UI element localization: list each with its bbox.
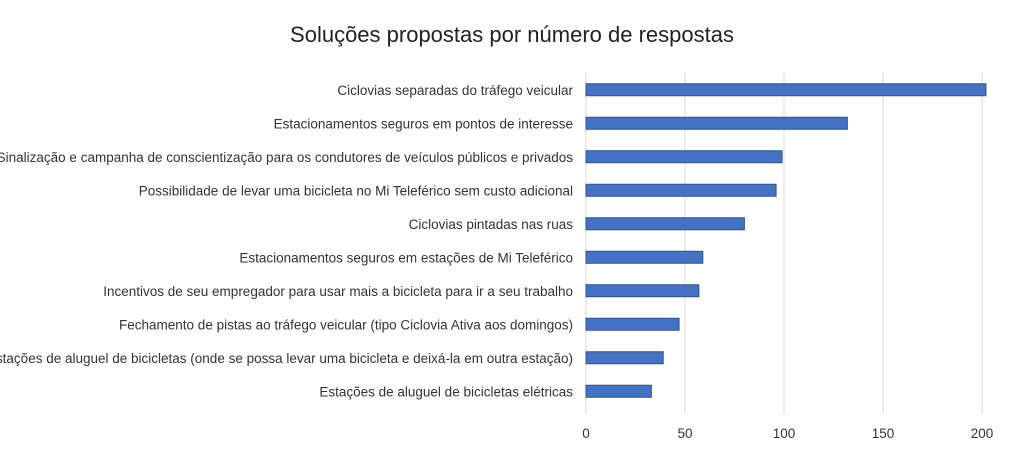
category-label: Fechamento de pistas ao tráfego veicular… [119,317,573,332]
category-label: Estacionamentos seguros em pontos de int… [274,116,573,131]
x-tick-label: 100 [773,426,796,441]
bar [585,384,652,398]
category-label: Sinalização e campanha de conscientizaçã… [0,150,573,165]
bar [585,317,680,331]
bar [585,183,777,197]
x-tick-label: 150 [872,426,895,441]
category-label: Ciclovias separadas do tráfego veicular [337,83,573,98]
bar [585,351,664,365]
x-tick-label: 200 [971,426,994,441]
x-tick-label: 0 [582,426,590,441]
bar [585,150,783,164]
bar [585,83,987,97]
category-label: Incentivos de seu empregador para usar m… [103,284,573,299]
category-label: Estacionamentos seguros em estações de M… [239,250,573,265]
chart-title: Soluções propostas por número de respost… [290,22,734,47]
bar [585,284,700,298]
category-label: Possibilidade de levar uma bicicleta no … [139,183,573,198]
category-label: Ciclovias pintadas nas ruas [409,217,574,232]
bar [585,217,745,231]
bar [585,250,704,264]
x-tick-label: 50 [677,426,692,441]
bar [585,116,848,130]
category-label: Estações de aluguel de bicicletas elétri… [319,384,573,399]
category-label: Estações de aluguel de bicicletas (onde … [0,351,573,366]
